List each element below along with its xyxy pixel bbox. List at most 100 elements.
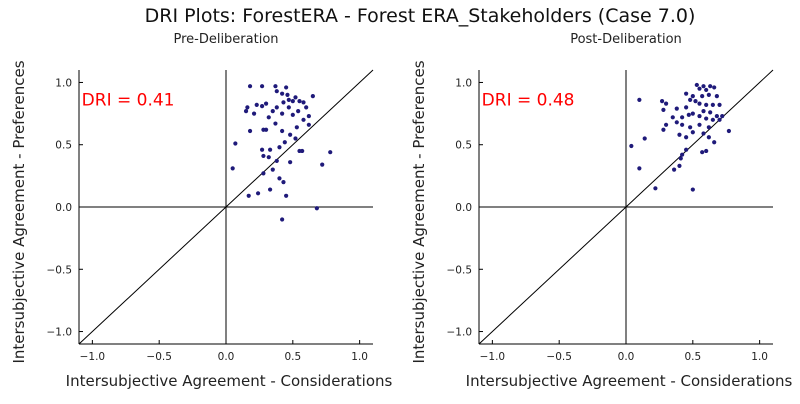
x-axis-label: Intersubjective Agreement - Consideratio… <box>466 372 793 390</box>
data-point <box>637 166 642 171</box>
data-point <box>720 113 725 119</box>
data-point <box>280 217 285 222</box>
data-point <box>706 92 711 98</box>
data-point <box>674 106 679 111</box>
y-tick-label: 1.0 <box>455 77 472 89</box>
data-point <box>290 112 295 117</box>
panel-2: −1.0 −1.0 −0.5 −0.5 0.0 0.0 0.5 0.5 1.0 1.0 Post-D… <box>410 32 793 390</box>
data-point <box>684 91 689 96</box>
x-tick-label: 1.0 <box>351 351 368 363</box>
data-point <box>290 99 295 104</box>
data-point <box>637 97 642 102</box>
data-point <box>684 147 689 152</box>
data-point <box>261 127 266 132</box>
data-point <box>261 171 266 176</box>
data-point <box>680 152 685 157</box>
data-point <box>301 100 306 105</box>
y-tick-label: −1.0 <box>447 327 473 339</box>
y-tick-label: 0.0 <box>55 202 72 214</box>
data-point <box>717 117 722 122</box>
data-point <box>284 193 289 198</box>
data-point <box>674 120 679 125</box>
data-point <box>254 102 259 107</box>
data-point <box>690 130 695 135</box>
data-point <box>710 117 715 122</box>
data-point <box>270 167 275 172</box>
data-point <box>259 84 265 89</box>
data-point <box>266 115 271 120</box>
data-point <box>259 147 265 152</box>
data-point <box>686 112 691 117</box>
identity-diagonal-line <box>78 69 374 345</box>
x-tick-label: 0.5 <box>684 351 701 363</box>
data-point <box>288 160 293 165</box>
data-point <box>259 104 265 109</box>
panel-title: Pre-Deliberation <box>173 32 278 47</box>
data-point <box>708 110 713 115</box>
data-point <box>677 132 682 137</box>
x-tick-label: −0.5 <box>546 351 572 363</box>
x-tick-label: −1.0 <box>480 351 506 363</box>
data-point <box>680 122 685 127</box>
data-point <box>247 128 253 134</box>
data-point <box>629 143 634 149</box>
x-tick-label: 0.0 <box>618 351 635 363</box>
data-point <box>233 141 238 146</box>
dri-annotation: DRI = 0.48 <box>482 90 575 110</box>
data-point <box>726 128 732 134</box>
data-point <box>701 84 706 89</box>
data-point <box>274 105 279 110</box>
data-point <box>277 176 282 181</box>
data-point <box>697 86 702 91</box>
data-point <box>712 85 717 90</box>
data-point <box>288 132 293 137</box>
y-tick-label: 0.5 <box>455 140 472 152</box>
dri-annotation: DRI = 0.41 <box>82 90 175 110</box>
data-point <box>714 113 719 119</box>
data-point <box>701 131 706 136</box>
data-point <box>708 84 713 89</box>
data-point <box>310 94 315 99</box>
y-tick-label: −0.5 <box>47 264 73 276</box>
data-point <box>255 191 261 196</box>
y-axis-label: Intersubjective Agreement - Preferences <box>10 60 28 363</box>
data-point <box>704 87 709 93</box>
data-point <box>274 158 279 164</box>
data-point <box>714 94 719 99</box>
panel-1: −1.0 −1.0 −0.5 −0.5 0.0 0.0 0.5 0.5 1.0 1.0 Pre-De… <box>10 32 393 390</box>
data-point <box>706 135 711 140</box>
data-point <box>293 95 298 100</box>
data-point <box>273 121 278 126</box>
data-point <box>281 179 286 185</box>
data-point <box>274 89 279 94</box>
x-tick-label: 1.0 <box>751 351 768 363</box>
data-point <box>659 99 665 104</box>
data-point <box>690 111 695 116</box>
data-point <box>717 102 722 107</box>
data-point <box>642 136 647 141</box>
points <box>230 84 333 222</box>
data-point <box>314 206 319 211</box>
data-point <box>296 109 301 114</box>
data-point <box>230 166 235 171</box>
data-point <box>270 109 275 114</box>
data-point <box>661 127 666 132</box>
data-point <box>690 187 695 192</box>
data-point <box>304 105 309 110</box>
data-point <box>688 97 693 102</box>
data-point <box>700 150 705 155</box>
data-point <box>701 109 706 114</box>
data-point <box>712 140 717 145</box>
data-point <box>277 145 282 150</box>
data-point <box>243 109 249 114</box>
data-point <box>697 113 702 119</box>
data-point <box>293 136 298 141</box>
data-point <box>710 102 715 107</box>
data-point <box>294 125 299 130</box>
x-tick-label: 0.0 <box>218 351 235 363</box>
points <box>629 82 732 192</box>
data-point <box>694 82 699 88</box>
data-point <box>697 122 702 127</box>
data-point <box>247 84 253 89</box>
data-point <box>286 97 291 102</box>
